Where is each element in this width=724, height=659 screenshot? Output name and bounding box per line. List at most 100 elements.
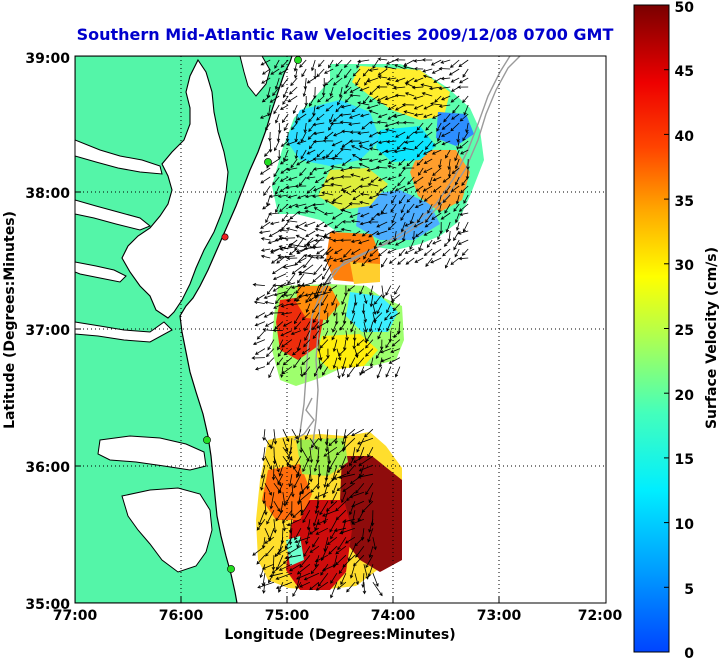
velocity-arrow	[380, 203, 388, 215]
velocity-arrow	[303, 237, 314, 248]
velocity-arrow	[415, 230, 424, 238]
velocity-arrow	[348, 165, 361, 170]
velocity-arrow	[335, 104, 343, 113]
velocity-arrow	[385, 82, 397, 88]
velocity-arrow	[387, 221, 397, 231]
velocity-arrow	[323, 230, 334, 237]
velocity-arrow	[316, 321, 329, 329]
velocity-arrow	[266, 285, 275, 295]
velocity-arrow	[351, 500, 365, 508]
velocity-arrow	[390, 203, 397, 213]
velocity-arrow	[341, 140, 352, 148]
velocity-arrow	[269, 95, 280, 103]
velocity-arrow	[269, 492, 275, 510]
velocity-arrow	[282, 264, 296, 269]
velocity-arrow	[312, 122, 325, 127]
y-tick-labels: 39:00 38:00 37:00 36:00 35:00	[25, 51, 70, 613]
velocity-arrow	[355, 545, 365, 558]
velocity-arrow	[323, 68, 334, 74]
y-tick-label: 35:00	[25, 597, 70, 613]
velocity-arrow	[405, 257, 415, 265]
velocity-arrow	[272, 283, 283, 288]
velocity-arrow	[313, 185, 325, 192]
velocity-arrow	[269, 221, 280, 226]
velocity-arrow	[260, 237, 271, 241]
velocity-arrow	[359, 192, 370, 196]
velocity-arrow	[413, 59, 424, 63]
velocity-arrow	[345, 77, 352, 89]
velocity-arrow	[309, 437, 318, 450]
velocity-arrow	[438, 158, 442, 169]
velocity-arrow	[394, 93, 406, 98]
velocity-arrow	[363, 321, 368, 333]
velocity-arrow	[339, 321, 347, 331]
velocity-arrow	[282, 357, 293, 366]
velocity-arrow	[336, 482, 347, 492]
velocity-arrow	[266, 510, 275, 525]
velocity-arrow	[397, 176, 406, 187]
velocity-arrow	[391, 294, 401, 302]
velocity-arrow	[424, 140, 433, 150]
map-grid	[75, 56, 606, 603]
velocity-arrow	[341, 357, 347, 370]
velocity-arrow	[257, 581, 275, 589]
velocity-arrow	[266, 357, 275, 366]
velocity-arrow	[280, 303, 293, 308]
velocity-arrow	[374, 294, 383, 305]
velocity-arrow	[403, 65, 415, 70]
velocity-arrow	[372, 581, 383, 597]
axis-ticks	[74, 55, 607, 604]
velocity-arrow	[358, 140, 370, 145]
velocity-arrow	[372, 303, 377, 315]
velocity-arrow	[404, 221, 415, 227]
velocity-arrow	[396, 140, 406, 150]
velocity-arrow	[357, 101, 370, 106]
velocity-arrow	[344, 95, 352, 103]
velocity-arrow	[309, 581, 320, 591]
velocity-arrow	[291, 348, 302, 356]
velocity-arrow	[349, 501, 356, 516]
velocity-arrow	[358, 455, 374, 467]
velocity-arrow	[338, 86, 343, 98]
velocity-patch-north-blue	[286, 100, 380, 166]
velocity-arrow	[384, 312, 392, 321]
bathymetry-contours	[293, 56, 521, 451]
velocity-arrow	[335, 446, 347, 456]
albemarle-sound	[97, 435, 207, 471]
velocity-arrow	[303, 545, 311, 558]
velocity-arrow	[440, 59, 451, 64]
velocity-arrow	[463, 194, 469, 204]
velocity-arrow	[355, 77, 361, 87]
velocity-arrow	[367, 220, 379, 224]
velocity-arrow	[275, 572, 293, 580]
velocity-arrow	[369, 357, 374, 368]
velocity-arrow	[385, 339, 392, 349]
velocity-arrow	[367, 564, 374, 578]
velocity-arrow	[277, 122, 282, 134]
velocity-arrow	[403, 59, 415, 66]
velocity-arrow	[264, 483, 272, 496]
velocity-arrow	[300, 149, 307, 160]
velocity-arrow	[331, 156, 343, 161]
velocity-arrow	[332, 321, 338, 333]
velocity-arrow	[331, 212, 343, 220]
velocity-arrow	[449, 59, 460, 68]
velocity-arrow	[406, 131, 415, 140]
velocity-arrow	[310, 437, 320, 449]
velocity-arrow	[293, 357, 302, 369]
velocity-arrow	[289, 86, 298, 95]
velocity-arrow	[316, 149, 325, 158]
chesapeake-bay	[121, 58, 229, 319]
velocity-arrow	[434, 95, 442, 103]
velocity-arrow	[268, 366, 275, 379]
velocity-arrow	[318, 348, 323, 361]
colorbar-tick-label: 20	[675, 388, 695, 404]
velocity-arrow	[350, 173, 361, 178]
velocity-arrow	[323, 221, 334, 228]
velocity-arrow	[312, 312, 320, 324]
velocity-arrow	[282, 429, 290, 443]
velocity-arrow	[349, 86, 361, 93]
velocity-arrow	[279, 104, 289, 110]
velocity-arrow	[349, 93, 361, 98]
